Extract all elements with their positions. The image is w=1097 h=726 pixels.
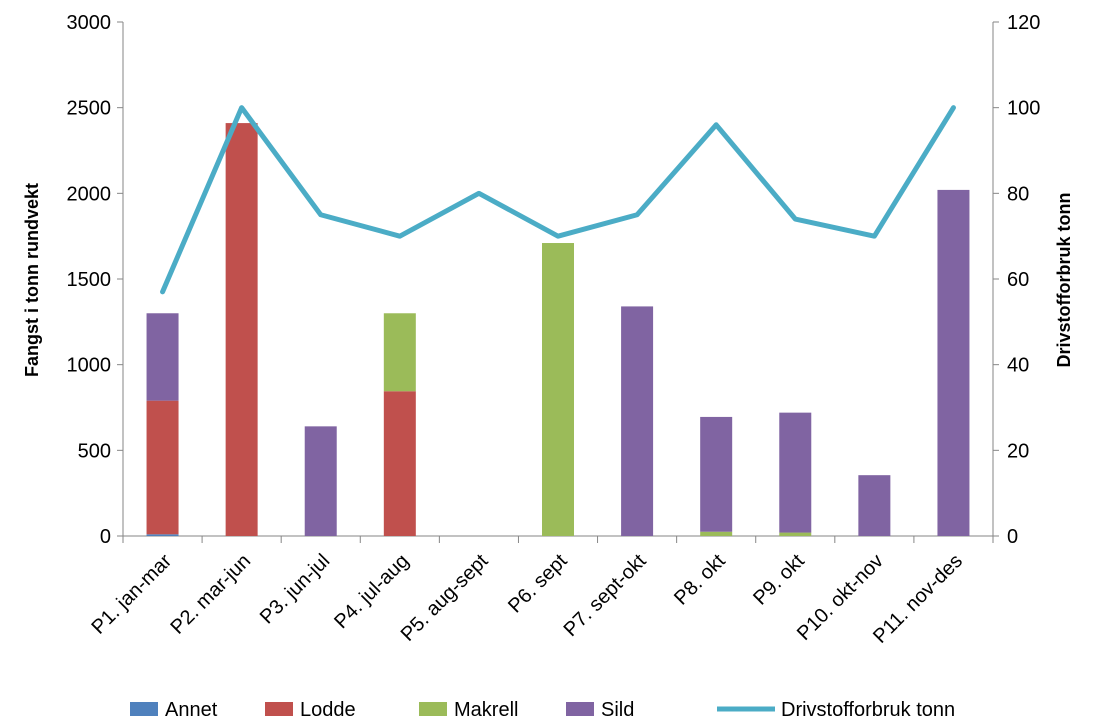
y-tick-label: 3000 (67, 12, 112, 34)
bar-lodde (383, 391, 416, 536)
y2-axis-title: Drivstofforbruk tonn (1054, 193, 1074, 368)
x-tick-label: P4. jul-aug (330, 550, 413, 633)
y2-tick-label: 100 (1007, 98, 1040, 120)
legend-swatch (265, 702, 293, 716)
y2-tick-label: 0 (1007, 526, 1018, 548)
y2-tick-label: 60 (1007, 269, 1029, 291)
bar-makrell (700, 531, 733, 536)
bar-sild (621, 306, 654, 536)
y2-tick-label: 20 (1007, 440, 1029, 462)
bar-sild (937, 189, 970, 536)
y2-tick-label: 120 (1007, 12, 1040, 34)
bar-lodde (225, 123, 258, 536)
bar-makrell (542, 243, 574, 536)
legend-swatch (130, 702, 158, 716)
y2-tick-label: 80 (1007, 183, 1029, 205)
x-tick-label: P8. okt (670, 550, 730, 610)
y-tick-label: 500 (78, 440, 111, 462)
legend-swatch (566, 702, 594, 716)
y-tick-label: 2000 (67, 183, 112, 205)
y-tick-label: 1000 (67, 355, 112, 377)
x-tick-label: P3. jun-jul (256, 550, 334, 628)
x-tick-label: P9. okt (749, 550, 809, 610)
legend-label: Annet (165, 699, 218, 721)
fuel-line (160, 105, 956, 295)
fuel-line-path (160, 105, 956, 295)
legend-label: Drivstofforbruk tonn (781, 699, 955, 721)
y-tick-label: 0 (100, 526, 111, 548)
x-tick-label: P2. mar-jun (167, 550, 256, 639)
y-tick-label: 1500 (67, 269, 112, 291)
bar-makrell (779, 532, 812, 536)
y-axis-title: Fangst i tonn rundvekt (22, 183, 42, 377)
y-tick-label: 2500 (67, 98, 112, 120)
x-tick-label: P6. sept (504, 550, 572, 618)
bars (146, 123, 970, 536)
bar-annet (146, 534, 179, 536)
legend-swatch (419, 702, 447, 716)
legend-label: Sild (601, 699, 634, 721)
legend: Annet Lodde Makrell Sild Drivstofforbruk ton… (130, 699, 955, 721)
bar-sild (146, 313, 179, 401)
x-tick-label: P7. sept-okt (560, 550, 651, 641)
bar-sild (700, 416, 733, 532)
bar-sild (858, 475, 891, 536)
bar-sild (304, 426, 337, 536)
bar-makrell (383, 313, 416, 392)
y2-tick-label: 40 (1007, 355, 1029, 377)
x-tick-label: P1. jan-mar (87, 550, 176, 639)
bar-sild (779, 412, 812, 533)
legend-label: Lodde (300, 699, 356, 721)
legend-label: Makrell (454, 699, 518, 721)
bar-lodde (146, 400, 179, 535)
